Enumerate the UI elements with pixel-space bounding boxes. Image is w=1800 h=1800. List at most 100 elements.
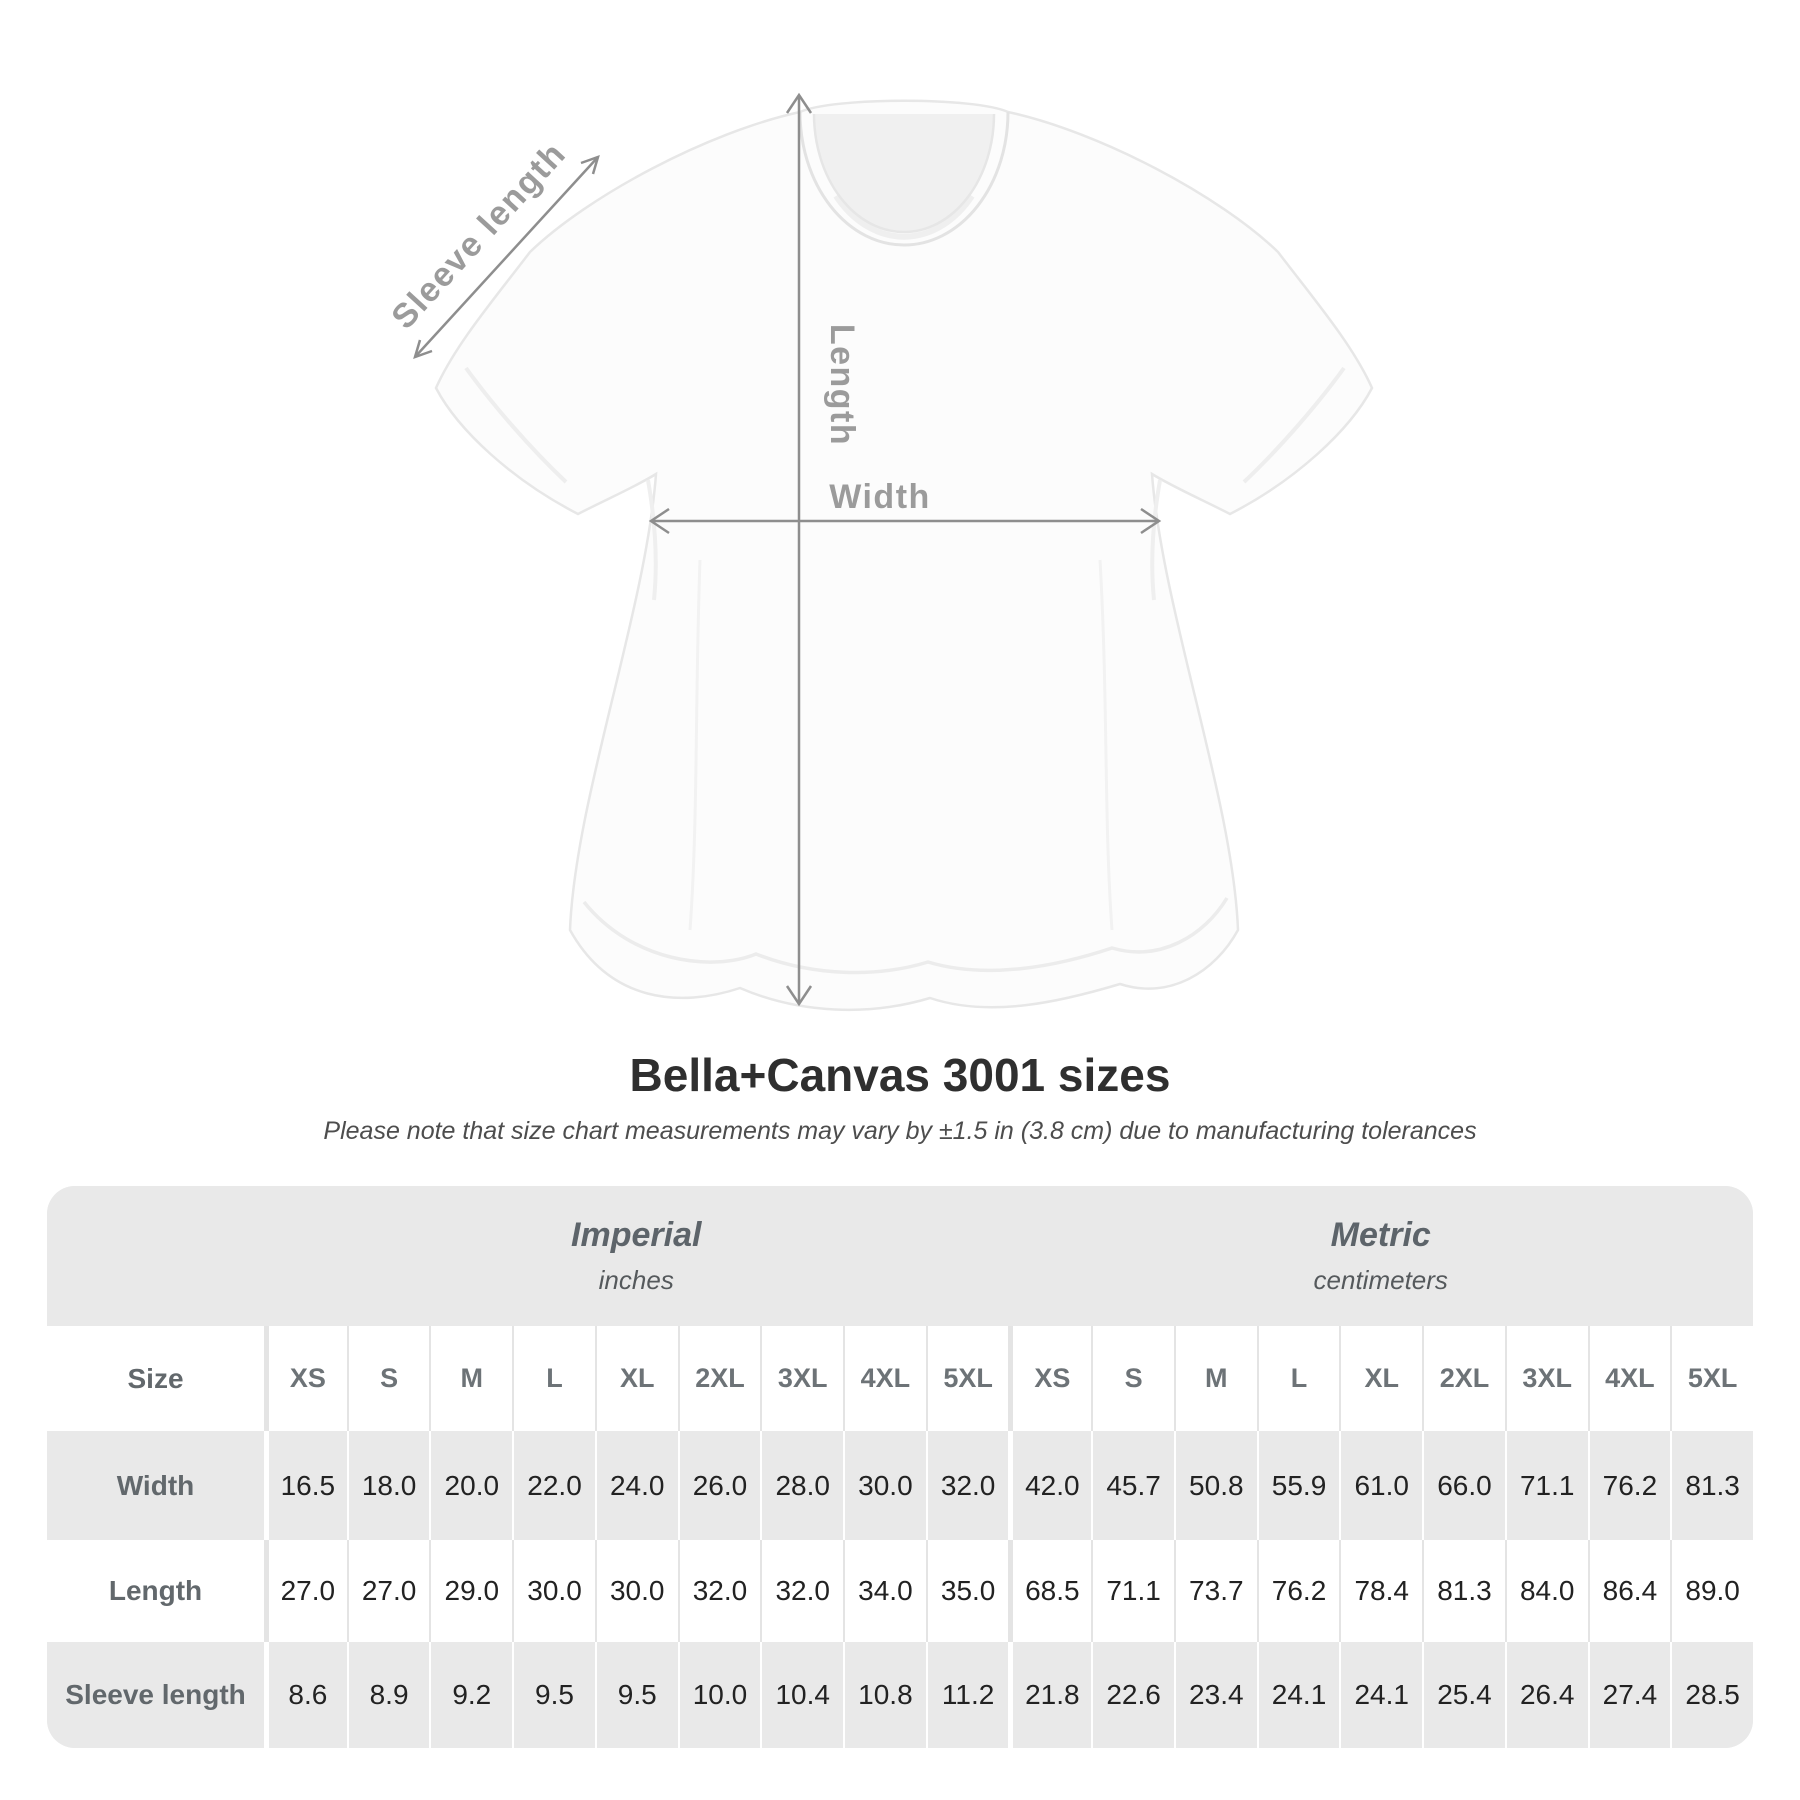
value-metric-width-m: 50.8: [1173, 1431, 1257, 1540]
value-metric-length-l: 76.2: [1256, 1540, 1340, 1642]
size-column-header: Size: [47, 1326, 264, 1431]
length-arrow: [785, 92, 813, 1007]
size-header-metric-m: M: [1173, 1326, 1257, 1431]
size-header-metric-l: L: [1256, 1326, 1340, 1431]
hem-stitch: [582, 897, 1229, 975]
value-imperial-length-2xl: 32.0: [677, 1540, 761, 1642]
size-header-metric-4xl: 4XL: [1587, 1326, 1671, 1431]
measurement-annotations: [413, 92, 1162, 1007]
page-title: Bella+Canvas 3001 sizes: [629, 1049, 1171, 1101]
value-metric-width-xs: 42.0: [1008, 1431, 1092, 1540]
imperial-section-header: Imperial inches: [264, 1186, 1009, 1326]
row-label-sleeve-length: Sleeve length: [47, 1642, 264, 1748]
size-header-metric-5xl: 5XL: [1670, 1326, 1753, 1431]
collar-inner-shadow: [814, 114, 994, 232]
size-header-metric-xs: XS: [1008, 1326, 1092, 1431]
value-imperial-sleeve-length-2xl: 10.0: [677, 1642, 761, 1748]
value-imperial-width-3xl: 28.0: [760, 1431, 844, 1540]
value-metric-width-3xl: 71.1: [1504, 1431, 1588, 1540]
right-cuff-fold: [1242, 366, 1346, 484]
size-table: Imperial inches Metric centimeters Size X…: [47, 1186, 1753, 1748]
size-header-imperial-m: M: [429, 1326, 513, 1431]
value-metric-width-4xl: 76.2: [1587, 1431, 1671, 1540]
row-label-width: Width: [47, 1431, 264, 1540]
collar-inner-seam: [812, 113, 996, 234]
size-header-imperial-2xl: 2XL: [677, 1326, 761, 1431]
value-metric-sleeve-length-4xl: 27.4: [1587, 1642, 1671, 1748]
metric-section-header: Metric centimeters: [1008, 1186, 1753, 1326]
size-header-imperial-xl: XL: [594, 1326, 678, 1431]
value-metric-sleeve-length-5xl: 28.5: [1670, 1642, 1753, 1748]
value-metric-sleeve-length-s: 22.6: [1091, 1642, 1174, 1748]
size-header-metric-2xl: 2XL: [1422, 1326, 1505, 1431]
tshirt-body: [434, 99, 1374, 1011]
heading: Bella+Canvas 3001 sizes Please note that…: [0, 1050, 1800, 1146]
collar-outer-seam: [798, 111, 1010, 247]
metric-section-unit: centimeters: [1313, 1265, 1448, 1295]
value-imperial-sleeve-length-5xl: 11.2: [925, 1642, 1009, 1748]
value-imperial-width-4xl: 30.0: [843, 1431, 926, 1540]
value-imperial-sleeve-length-s: 8.9: [346, 1642, 430, 1748]
value-imperial-width-2xl: 26.0: [677, 1431, 761, 1540]
value-imperial-length-3xl: 32.0: [760, 1540, 844, 1642]
width-label: Width: [829, 478, 931, 516]
value-metric-length-3xl: 84.0: [1504, 1540, 1588, 1642]
value-metric-sleeve-length-3xl: 26.4: [1504, 1642, 1588, 1748]
crease-right: [1098, 559, 1114, 931]
size-header-metric-xl: XL: [1339, 1326, 1423, 1431]
row-label-length: Length: [47, 1540, 264, 1642]
value-metric-length-4xl: 86.4: [1587, 1540, 1671, 1642]
value-metric-length-xl: 78.4: [1339, 1540, 1423, 1642]
armpit-shadow-right: [1150, 479, 1162, 601]
value-imperial-length-s: 27.0: [346, 1540, 430, 1642]
value-metric-width-2xl: 66.0: [1422, 1431, 1505, 1540]
value-metric-sleeve-length-m: 23.4: [1173, 1642, 1257, 1748]
value-imperial-width-l: 22.0: [512, 1431, 595, 1540]
value-imperial-length-xs: 27.0: [264, 1540, 347, 1642]
value-metric-width-s: 45.7: [1091, 1431, 1174, 1540]
value-metric-length-xs: 68.5: [1008, 1540, 1092, 1642]
size-header-metric-s: S: [1091, 1326, 1174, 1431]
value-imperial-width-xs: 16.5: [264, 1431, 347, 1540]
armpit-shadow-left: [646, 479, 658, 601]
tshirt-diagram-svg: Sleeve length Length Width: [384, 92, 1374, 1011]
value-imperial-length-l: 30.0: [512, 1540, 595, 1642]
value-metric-length-2xl: 81.3: [1422, 1540, 1505, 1642]
value-imperial-width-5xl: 32.0: [925, 1431, 1009, 1540]
value-imperial-length-xl: 30.0: [594, 1540, 678, 1642]
crease-left: [688, 559, 702, 931]
size-header-imperial-4xl: 4XL: [843, 1326, 926, 1431]
collar-bottom-shadow: [833, 194, 975, 240]
size-header-imperial-xs: XS: [264, 1326, 347, 1431]
value-imperial-width-m: 20.0: [429, 1431, 513, 1540]
value-imperial-sleeve-length-m: 9.2: [429, 1642, 513, 1748]
imperial-section-title: Imperial: [571, 1216, 702, 1254]
length-label: Length: [823, 324, 861, 446]
size-header-metric-3xl: 3XL: [1504, 1326, 1588, 1431]
sleeve-length-arrow: [413, 155, 600, 359]
value-imperial-width-xl: 24.0: [594, 1431, 678, 1540]
value-metric-length-s: 71.1: [1091, 1540, 1174, 1642]
table-corner-spacer: [47, 1186, 264, 1326]
value-metric-sleeve-length-xl: 24.1: [1339, 1642, 1423, 1748]
size-header-imperial-5xl: 5XL: [925, 1326, 1009, 1431]
value-imperial-sleeve-length-3xl: 10.4: [760, 1642, 844, 1748]
value-imperial-length-4xl: 34.0: [843, 1540, 926, 1642]
value-metric-length-m: 73.7: [1173, 1540, 1257, 1642]
value-imperial-sleeve-length-xl: 9.5: [594, 1642, 678, 1748]
value-metric-width-5xl: 81.3: [1670, 1431, 1753, 1540]
tolerance-note: Please note that size chart measurements…: [323, 1117, 1477, 1145]
value-metric-sleeve-length-xs: 21.8: [1008, 1642, 1092, 1748]
size-header-imperial-3xl: 3XL: [760, 1326, 844, 1431]
value-imperial-width-s: 18.0: [346, 1431, 430, 1540]
value-metric-width-xl: 61.0: [1339, 1431, 1423, 1540]
size-header-imperial-l: L: [512, 1326, 595, 1431]
value-imperial-sleeve-length-4xl: 10.8: [843, 1642, 926, 1748]
size-header-imperial-s: S: [346, 1326, 430, 1431]
value-metric-sleeve-length-2xl: 25.4: [1422, 1642, 1505, 1748]
value-imperial-sleeve-length-l: 9.5: [512, 1642, 595, 1748]
width-arrow: [648, 507, 1162, 535]
metric-section-title: Metric: [1330, 1216, 1431, 1254]
tshirt-graphic: [434, 99, 1374, 1011]
value-metric-length-5xl: 89.0: [1670, 1540, 1753, 1642]
